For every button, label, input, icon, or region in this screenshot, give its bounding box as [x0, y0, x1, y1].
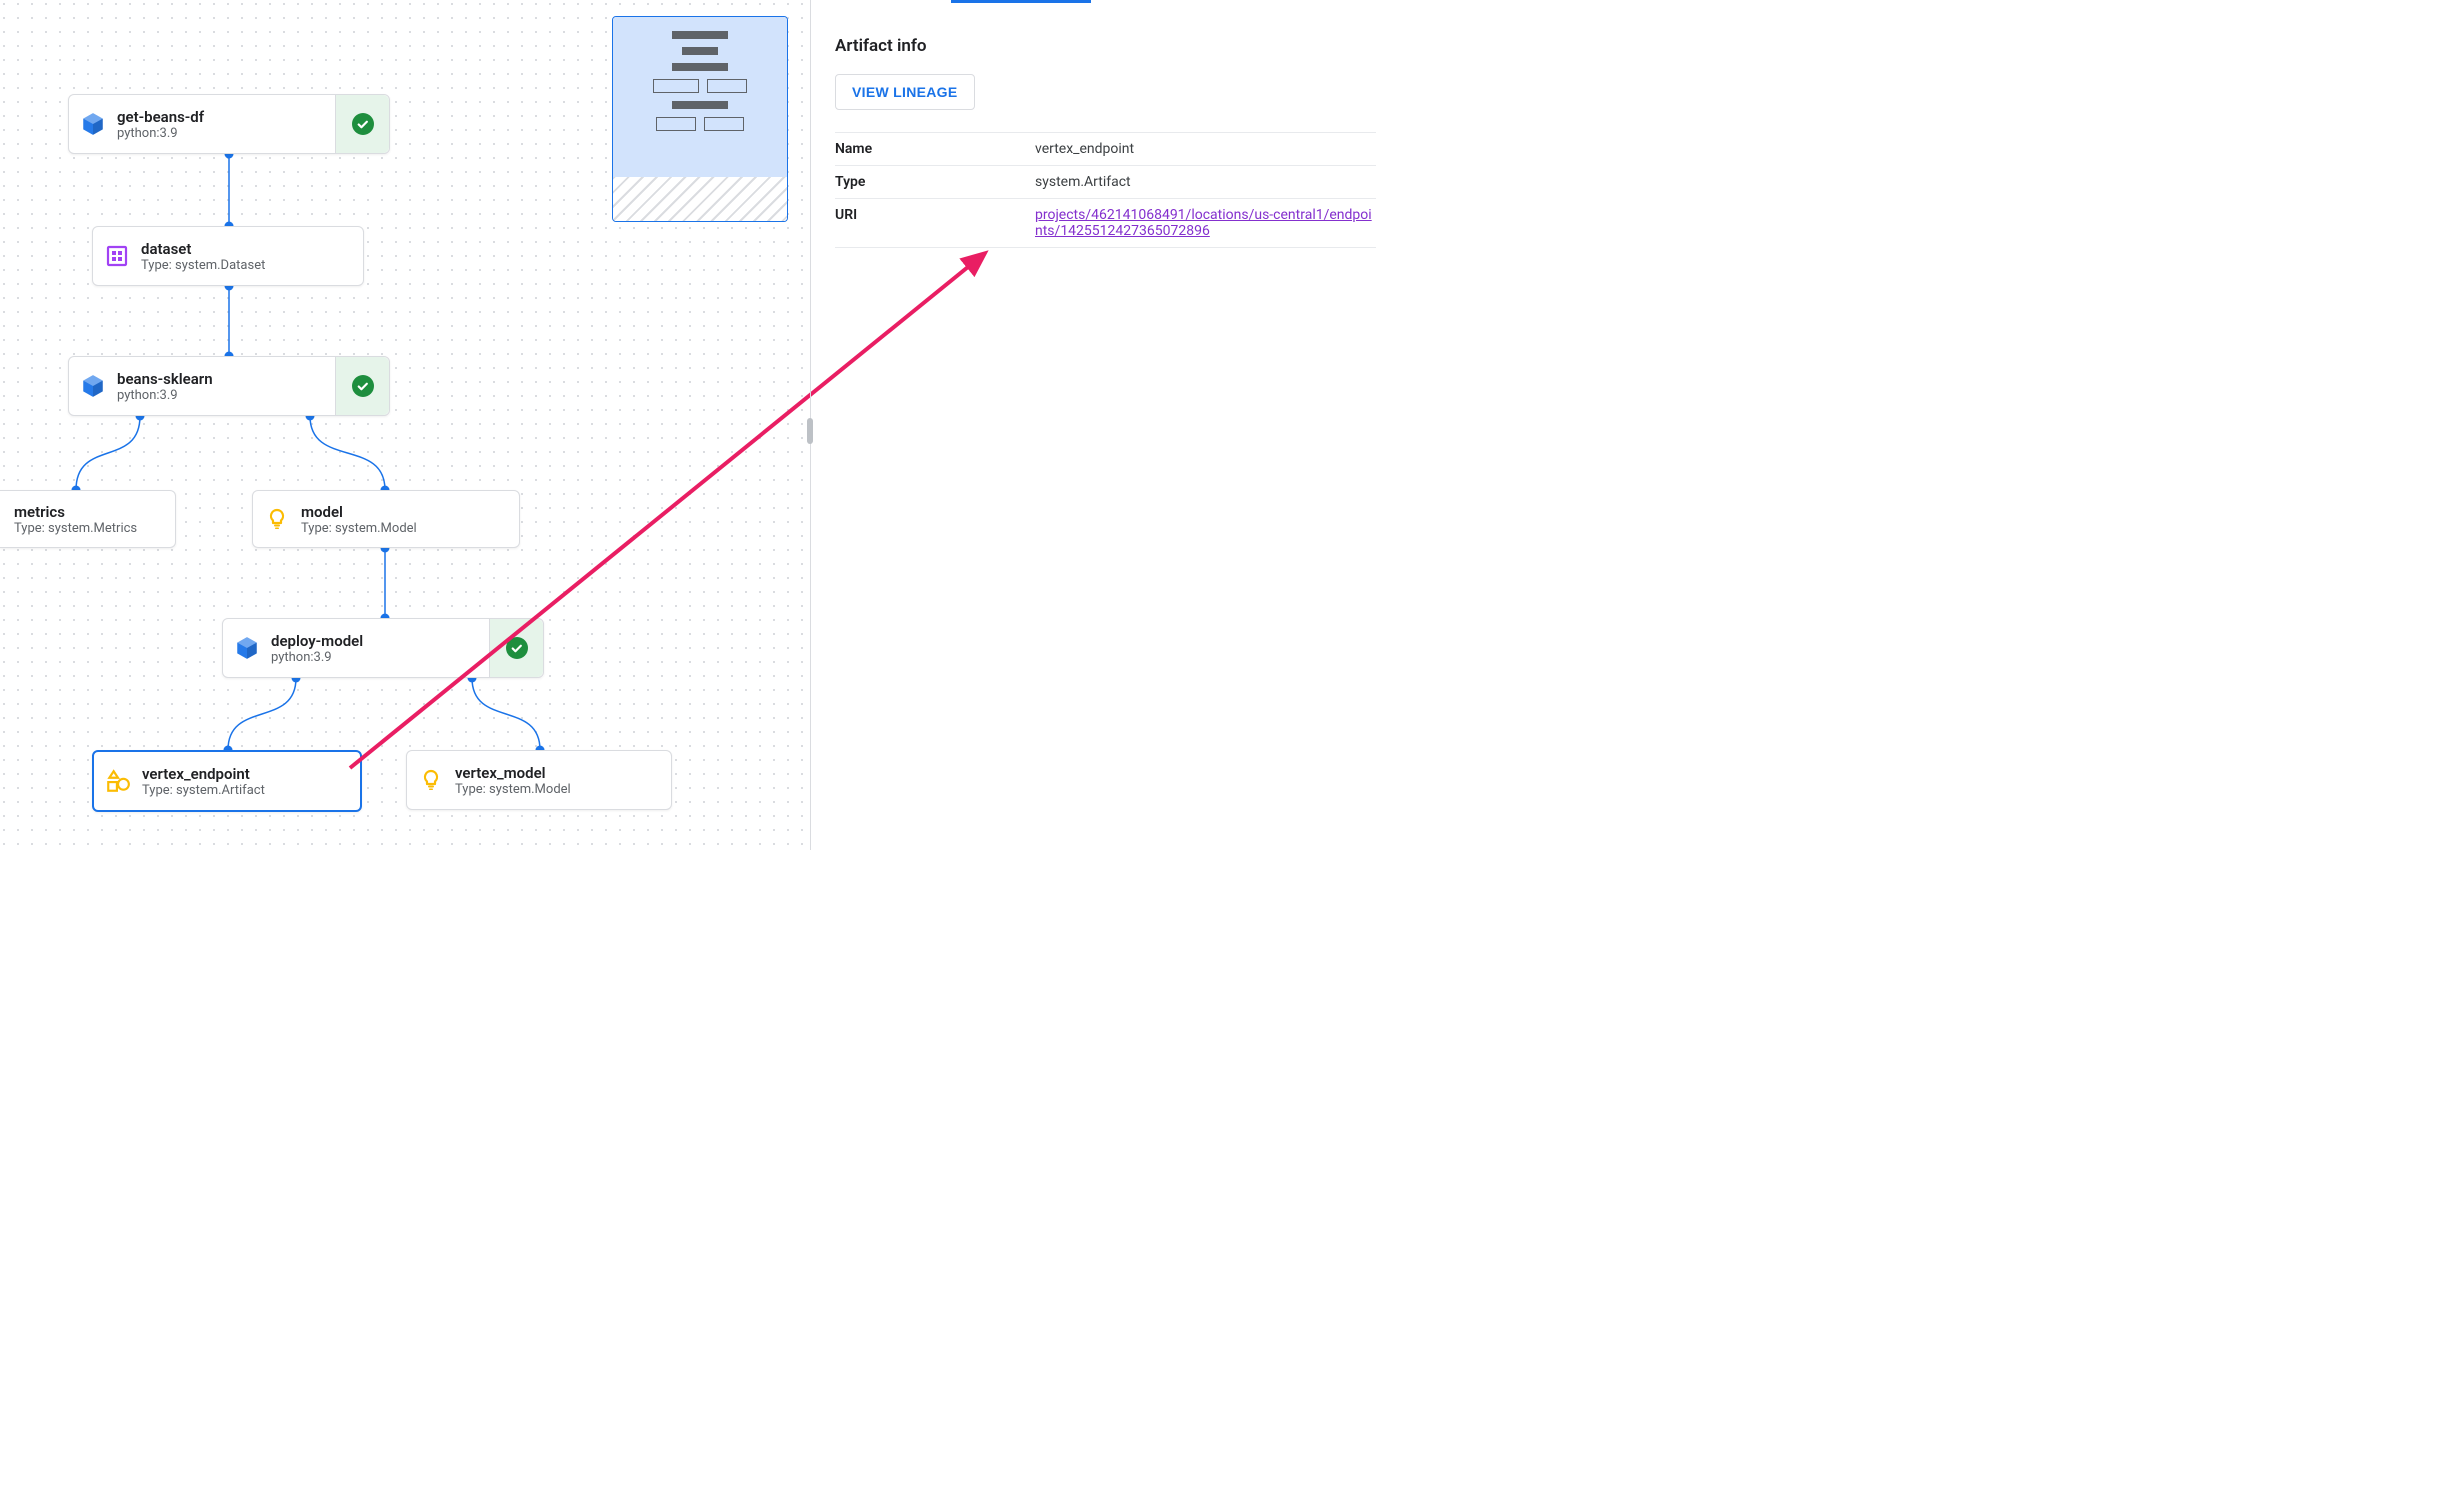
graph-minimap[interactable] [612, 16, 788, 222]
cube-icon [80, 111, 106, 137]
node-subtitle: Type: system.Model [301, 521, 511, 536]
node-status [489, 619, 543, 677]
shapes-icon [105, 768, 131, 794]
property-key: URI [835, 207, 1035, 223]
graph-node-beans-sklearn[interactable]: beans-sklearn python:3.9 [68, 356, 390, 416]
node-title: beans-sklearn [117, 370, 327, 388]
node-title: deploy-model [271, 632, 481, 650]
property-row: Namevertex_endpoint [835, 133, 1376, 166]
view-lineage-button[interactable]: VIEW LINEAGE [835, 74, 975, 110]
graph-node-metrics[interactable]: metrics Type: system.Metrics [0, 490, 176, 548]
graph-node-vertex_model[interactable]: vertex_model Type: system.Model [406, 750, 672, 810]
active-tab-indicator [951, 0, 1091, 3]
cube-icon [80, 373, 106, 399]
graph-node-deploy-model[interactable]: deploy-model python:3.9 [222, 618, 544, 678]
pipeline-graph-canvas[interactable]: get-beans-df python:3.9 dataset Type: sy… [0, 0, 810, 850]
check-icon [356, 380, 369, 393]
node-icon-slot [69, 357, 117, 415]
panel-scroll-handle[interactable] [807, 418, 813, 444]
node-status [335, 357, 389, 415]
cube-icon [234, 635, 260, 661]
property-value: projects/462141068491/locations/us-centr… [1035, 207, 1376, 239]
property-row: Typesystem.Artifact [835, 166, 1376, 199]
node-subtitle: python:3.9 [271, 650, 481, 665]
node-title: vertex_model [455, 764, 663, 782]
node-icon-slot [93, 227, 141, 285]
check-icon [356, 118, 369, 131]
artifact-info-heading: Artifact info [835, 36, 1376, 56]
artifact-details-panel: Artifact info VIEW LINEAGE Namevertex_en… [810, 0, 1400, 850]
node-icon-slot [94, 752, 142, 810]
property-key: Name [835, 141, 1035, 157]
node-title: get-beans-df [117, 108, 327, 126]
node-icon-slot [223, 619, 271, 677]
property-value: vertex_endpoint [1035, 141, 1376, 157]
node-title: vertex_endpoint [142, 765, 352, 783]
node-status [335, 95, 389, 153]
bulb-icon [265, 507, 289, 531]
node-subtitle: python:3.9 [117, 126, 327, 141]
node-icon-slot [407, 751, 455, 809]
graph-node-vertex_endpoint[interactable]: vertex_endpoint Type: system.Artifact [92, 750, 362, 812]
graph-node-get-beans-df[interactable]: get-beans-df python:3.9 [68, 94, 390, 154]
node-subtitle: Type: system.Model [455, 782, 663, 797]
graph-node-model[interactable]: model Type: system.Model [252, 490, 520, 548]
node-title: metrics [14, 503, 167, 521]
node-title: dataset [141, 240, 355, 258]
check-icon [510, 642, 523, 655]
node-icon-slot [69, 95, 117, 153]
bulb-icon [419, 768, 443, 792]
artifact-properties-table: Namevertex_endpointTypesystem.ArtifactUR… [835, 132, 1376, 248]
graph-node-dataset[interactable]: dataset Type: system.Dataset [92, 226, 364, 286]
property-key: Type [835, 174, 1035, 190]
dataset-icon [105, 244, 129, 268]
node-subtitle: Type: system.Artifact [142, 783, 352, 798]
node-title: model [301, 503, 511, 521]
node-subtitle: Type: system.Dataset [141, 258, 355, 273]
node-icon-slot [253, 491, 301, 547]
node-subtitle: python:3.9 [117, 388, 327, 403]
property-row: URIprojects/462141068491/locations/us-ce… [835, 199, 1376, 248]
property-value: system.Artifact [1035, 174, 1376, 190]
uri-link[interactable]: projects/462141068491/locations/us-centr… [1035, 207, 1372, 239]
node-subtitle: Type: system.Metrics [14, 521, 167, 536]
